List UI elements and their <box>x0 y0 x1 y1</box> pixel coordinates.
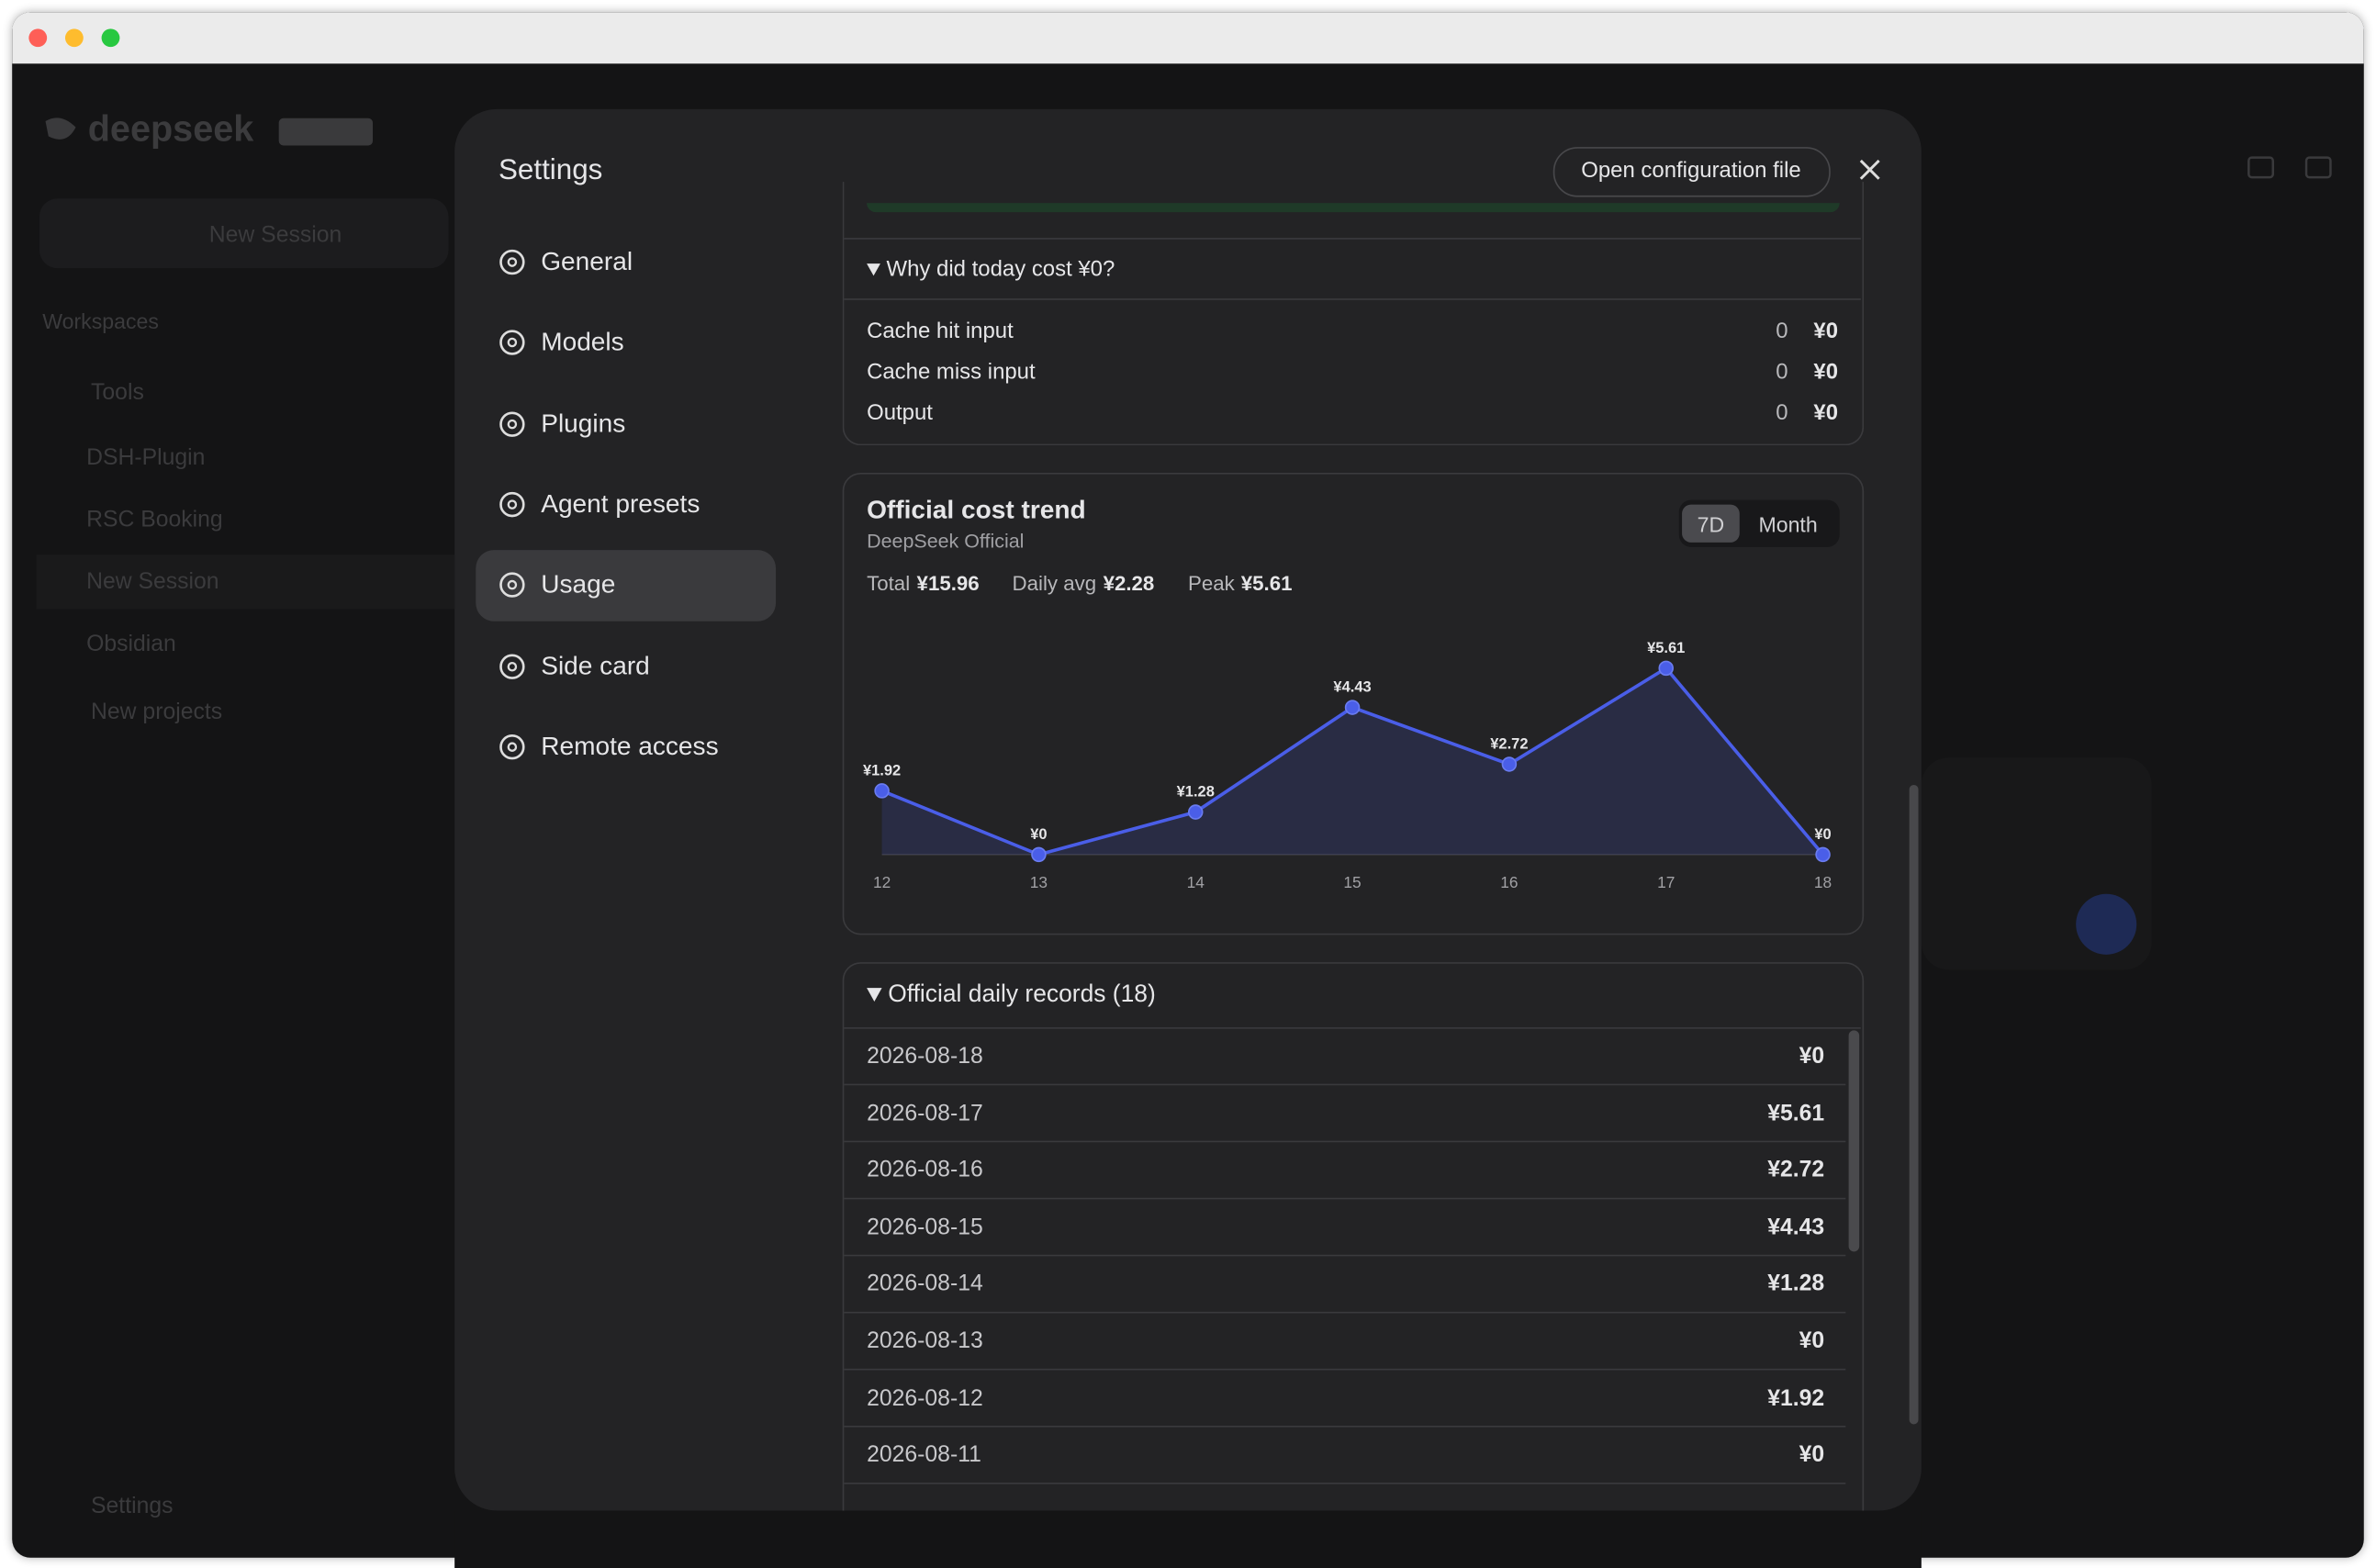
settings-title: Settings <box>499 154 603 187</box>
divider <box>844 238 1861 240</box>
range-active-bg <box>1682 504 1740 543</box>
breakdown-tokens: 0 <box>1776 401 1788 426</box>
bg-active-item <box>36 554 455 610</box>
nav-item[interactable]: Usage <box>541 569 616 599</box>
bg-workspaces: Workspaces <box>42 308 159 334</box>
nav-item[interactable]: Models <box>541 327 624 356</box>
breakdown-heading[interactable]: Why did today cost ¥0? <box>886 257 1115 282</box>
modal-bottom-mask <box>454 1510 1922 1568</box>
progress-bar <box>867 203 1840 213</box>
record-cost: ¥5.61 <box>1767 1100 1825 1126</box>
zoom-dot[interactable] <box>101 28 120 48</box>
breakdown-tokens: 0 <box>1776 360 1788 386</box>
trend-subtitle: DeepSeek Official <box>867 529 1025 553</box>
records-scrollbar[interactable] <box>1848 1030 1860 1252</box>
app-name: deepseek <box>87 108 254 151</box>
breakdown-label: Output <box>867 401 933 426</box>
record-date: 2026-08-18 <box>867 1043 983 1070</box>
record-date: 2026-08-16 <box>867 1157 983 1183</box>
nav-active-bg <box>476 550 777 622</box>
modal-scrollbar[interactable] <box>1909 784 1919 1425</box>
bg-send-button <box>2076 893 2137 955</box>
bg-item: New Session <box>86 568 219 595</box>
nav-item[interactable]: Plugins <box>541 409 626 438</box>
records-heading[interactable]: Official daily records (18) <box>888 981 1156 1008</box>
stat-value: ¥2.28 <box>1103 572 1155 595</box>
stat-label: Daily avg <box>1012 572 1097 595</box>
nav-item[interactable]: General <box>541 247 633 276</box>
record-cost: ¥0 <box>1799 1441 1825 1468</box>
nav-item[interactable]: Side card <box>541 651 650 681</box>
trend-title: Official cost trend <box>867 495 1086 525</box>
record-cost: ¥4.43 <box>1767 1214 1825 1240</box>
nav-item[interactable]: Remote access <box>541 732 719 761</box>
record-cost: ¥0 <box>1799 1043 1825 1070</box>
bg-new-session <box>39 198 449 269</box>
top-card <box>842 182 1865 446</box>
range-option[interactable]: 7D <box>1697 511 1725 537</box>
record-date: 2026-08-15 <box>867 1214 983 1240</box>
trend-card <box>842 472 1865 935</box>
bg-item: Tools <box>91 379 144 406</box>
bg-item: RSC Booking <box>86 507 223 533</box>
breakdown-cost: ¥0 <box>1813 360 1839 386</box>
record-cost: ¥1.28 <box>1767 1271 1825 1297</box>
config-button[interactable] <box>1552 147 1831 197</box>
bg-item: DSH-Plugin <box>86 444 206 471</box>
range-option[interactable]: Month <box>1758 511 1818 537</box>
divider <box>844 1027 1861 1029</box>
record-date: 2026-08-12 <box>867 1384 983 1411</box>
record-cost: ¥2.72 <box>1767 1157 1825 1183</box>
bg-new-session-label: New Session <box>208 221 342 248</box>
minimize-dot[interactable] <box>64 28 84 48</box>
open-config-button[interactable]: Open configuration file <box>1581 159 1801 184</box>
stat-label: Peak <box>1187 572 1235 595</box>
record-date: 2026-08-11 <box>867 1441 981 1468</box>
close-dot[interactable] <box>28 28 48 48</box>
record-date: 2026-08-13 <box>867 1327 983 1354</box>
title-bar <box>12 12 2364 64</box>
stat-value: ¥15.96 <box>916 572 980 595</box>
divider <box>844 298 1861 300</box>
record-cost: ¥1.92 <box>1767 1384 1825 1411</box>
stat-value: ¥5.61 <box>1240 572 1293 595</box>
record-date: 2026-08-17 <box>867 1100 983 1126</box>
nav-item[interactable]: Agent presets <box>541 489 700 519</box>
record-cost: ¥0 <box>1799 1327 1825 1354</box>
breakdown-cost: ¥0 <box>1813 319 1839 344</box>
bg-item: New projects <box>91 699 223 725</box>
breakdown-cost: ¥0 <box>1813 401 1839 426</box>
breakdown-tokens: 0 <box>1776 319 1788 344</box>
breakdown-label: Cache hit input <box>867 319 1014 344</box>
record-date: 2026-08-14 <box>867 1271 983 1297</box>
stat-label: Total <box>867 572 911 595</box>
records-card <box>842 962 1865 1541</box>
bg-settings: Settings <box>91 1493 174 1519</box>
bg-item: Obsidian <box>86 631 176 657</box>
breakdown-label: Cache miss input <box>867 360 1036 386</box>
